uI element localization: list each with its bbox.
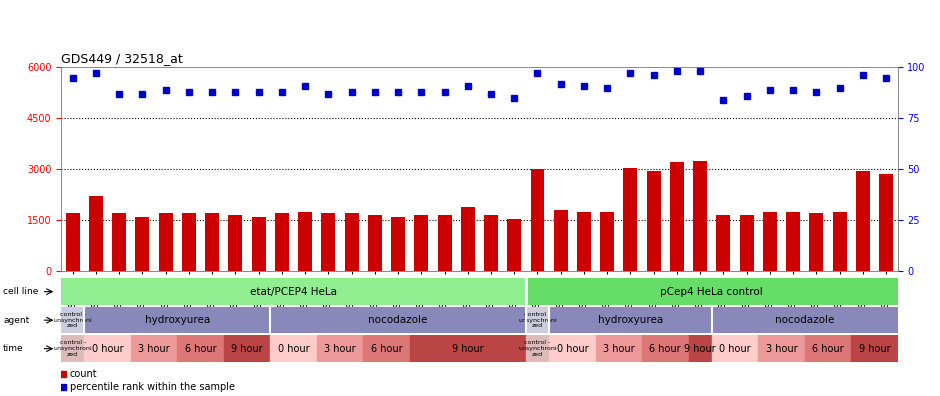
Text: 6 hour: 6 hour [370,344,402,354]
Bar [274,213,289,271]
Bar [759,335,805,362]
Text: 9 hour: 9 hour [684,344,716,354]
Bar [833,212,847,271]
Text: percentile rank within the sample: percentile rank within the sample [70,382,235,392]
Text: control -
unsynchroni
zed: control - unsynchroni zed [54,341,92,357]
Bar [549,335,596,362]
Bar [716,215,730,271]
Bar [712,307,898,333]
Bar [740,215,754,271]
Bar [879,174,893,271]
Bar [298,212,312,271]
Bar [461,207,475,271]
Bar [363,335,410,362]
Bar [554,210,568,271]
Text: 9 hour: 9 hour [231,344,263,354]
Bar [670,162,684,271]
Bar [525,335,549,362]
Bar [484,215,498,271]
Bar [317,335,363,362]
Bar [66,213,80,271]
Bar [159,213,173,271]
Text: 6 hour: 6 hour [185,344,216,354]
Bar [135,217,149,271]
Bar [271,335,317,362]
Bar [252,217,266,271]
Bar [647,171,661,271]
Text: 3 hour: 3 hour [324,344,355,354]
Text: 9 hour: 9 hour [452,344,483,354]
Bar [205,213,219,271]
Bar [89,196,103,271]
Bar [271,307,525,333]
Bar [321,213,336,271]
Text: control -
unsynchroni
zed: control - unsynchroni zed [518,341,556,357]
Bar [61,335,85,362]
Bar [549,307,712,333]
Bar [623,168,637,271]
Bar [224,335,271,362]
Bar [852,335,898,362]
Bar [345,213,358,271]
Text: GDS449 / 32518_at: GDS449 / 32518_at [61,52,183,65]
Text: count: count [70,369,97,379]
Bar [577,212,591,271]
Bar [85,335,131,362]
Text: hydroxyurea: hydroxyurea [145,315,210,325]
Bar [178,335,224,362]
Text: 0 hour: 0 hour [92,344,123,354]
Bar [642,335,688,362]
Bar [525,278,898,305]
Bar [112,213,126,271]
Bar [688,335,712,362]
Bar [809,213,823,271]
Bar [805,335,852,362]
Text: pCep4 HeLa control: pCep4 HeLa control [661,287,763,297]
Bar [437,215,451,271]
Text: 0 hour: 0 hour [556,344,588,354]
Bar [786,212,800,271]
Text: hydroxyurea: hydroxyurea [598,315,663,325]
Bar [508,219,521,271]
Bar [530,169,544,271]
Text: 9 hour: 9 hour [858,344,890,354]
Text: nocodazole: nocodazole [776,315,835,325]
Text: time: time [3,344,24,353]
Bar [855,171,870,271]
Text: 6 hour: 6 hour [650,344,682,354]
Bar [410,335,525,362]
Text: agent: agent [3,316,29,325]
Bar [61,307,85,333]
Bar [391,217,405,271]
Bar [601,212,614,271]
Text: 6 hour: 6 hour [812,344,844,354]
Text: control -
unsynchroni
zed: control - unsynchroni zed [54,312,92,328]
Bar [525,307,549,333]
Bar [131,335,178,362]
Text: 3 hour: 3 hour [603,344,634,354]
Bar [763,212,776,271]
Text: cell line: cell line [3,287,39,296]
Bar [182,213,196,271]
Bar [85,307,271,333]
Bar [693,161,707,271]
Bar [596,335,642,362]
Bar [368,215,382,271]
Text: 0 hour: 0 hour [277,344,309,354]
Text: etat/PCEP4 HeLa: etat/PCEP4 HeLa [250,287,337,297]
Text: control -
unsynchroni
zed: control - unsynchroni zed [518,312,556,328]
Bar [228,215,243,271]
Bar [712,335,759,362]
Bar [61,278,525,305]
Text: 3 hour: 3 hour [138,344,170,354]
Bar [415,215,429,271]
Text: 0 hour: 0 hour [719,344,751,354]
Text: 3 hour: 3 hour [766,344,797,354]
Text: nocodazole: nocodazole [368,315,428,325]
